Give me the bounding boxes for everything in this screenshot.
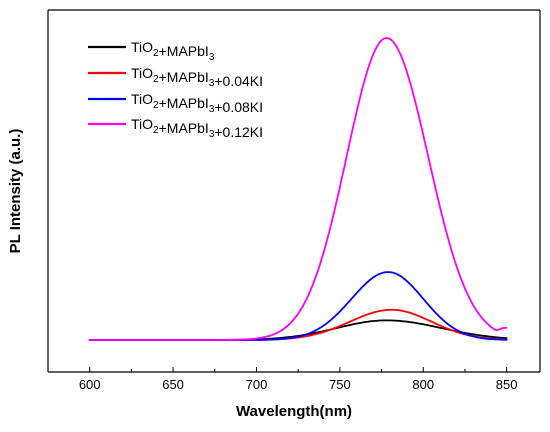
y-axis-title: PL Intensity (a.u.) [7, 129, 24, 254]
x-axis-title: Wavelength(nm) [236, 403, 352, 420]
axes-layer [47, 9, 541, 373]
series-line-3 [88, 271, 508, 341]
legend-label-4: TiO2+MAPbI3+0.12KI [131, 116, 263, 140]
x-tick-label: 650 [162, 377, 184, 392]
ticks-layer: 600 650 700 750 800 850 [47, 367, 518, 392]
x-tick-label: 600 [79, 377, 101, 392]
legend-label-2: TiO2+MAPbI3+0.04KI [131, 65, 263, 89]
legend-label-3: TiO2+MAPbI3+0.08KI [131, 91, 263, 115]
x-tick-label: 800 [412, 377, 434, 392]
series-line-4 [88, 37, 508, 341]
legend-label-1: TiO2+MAPbI3 [131, 39, 215, 63]
x-tick-label: 750 [329, 377, 351, 392]
legend: TiO2+MAPbI3TiO2+MAPbI3+0.04KITiO2+MAPbI3… [88, 39, 263, 140]
x-tick-label: 700 [246, 377, 268, 392]
x-tick-label: 850 [496, 377, 518, 392]
series-layer [88, 37, 508, 341]
